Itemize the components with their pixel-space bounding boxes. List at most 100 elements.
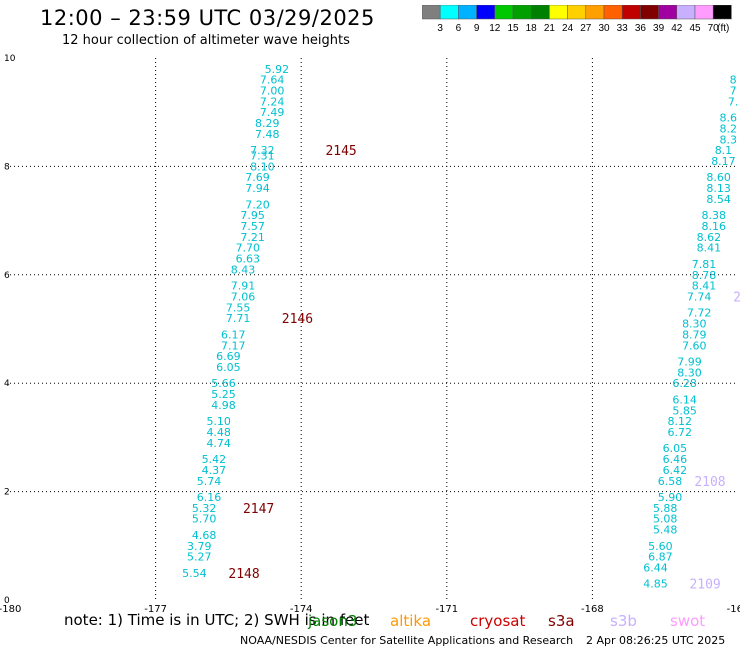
colorbar-label: 12 [489, 23, 501, 34]
swh-value-label: 7.06 [231, 290, 256, 303]
swh-value-label: 8.13 [706, 182, 731, 195]
swh-value-label: 5.88 [653, 502, 678, 515]
swh-value-label: 8.79 [682, 328, 707, 341]
credits-text: NOAA/NESDIS Center for Satellite Applica… [240, 634, 574, 647]
colorbar-swatch [676, 5, 696, 20]
y-tick-label: 10 [4, 54, 16, 64]
colorbar-swatch [640, 5, 659, 20]
y-tick-label: 4 [4, 379, 10, 389]
legend-item-s3b: s3b [610, 612, 637, 630]
swh-value-label: 5.42 [202, 453, 227, 466]
swh-value-label: 5.27 [187, 551, 212, 564]
swh-value-label: 7.70 [236, 242, 261, 255]
axis-ticks: -180 -177 -174 -171 -168 -165 0 2 4 6 8 10 [0, 54, 740, 615]
swh-value-label: 7.69 [245, 171, 270, 184]
swh-value-label: 6.17 [221, 328, 246, 341]
legend-item-jason3: jason3 [308, 612, 358, 630]
swh-value-label: 8.43 [231, 263, 256, 276]
swh-value-label: 5.85 [672, 404, 697, 417]
swh-value-label: 7.60 [682, 339, 707, 352]
y-tick-label: 2 [4, 488, 10, 498]
colorbar-label: 36 [635, 23, 647, 34]
swh-value-label: 4.37 [202, 464, 227, 477]
colorbar-swatch [621, 5, 641, 20]
legend-item-cryosat: cryosat [470, 612, 526, 630]
x-tick-label: -174 [290, 604, 313, 615]
footer-note: note: 1) Time is in UTC; 2) SWH is in fe… [64, 611, 370, 629]
swh-value-label: 5.70 [192, 513, 217, 526]
time-label: 2145 [325, 144, 356, 159]
colorbar-swatch [549, 5, 568, 20]
swh-value-label: 8.6 [720, 112, 738, 125]
swh-value-label: 7.94 [245, 182, 270, 195]
generated-timestamp: 2 Apr 08:26:25 UTC 2025 [586, 634, 726, 647]
swh-value-label: 3.79 [187, 540, 212, 553]
swh-value-label: 7.81 [692, 258, 717, 271]
colorbar-swatch [658, 5, 678, 20]
swh-value-label: 8.38 [701, 209, 726, 222]
swh-value-label: 5.74 [197, 475, 222, 488]
colorbar-swatch [585, 5, 605, 20]
colorbar-label: 33 [617, 23, 629, 34]
swh-value-label: 7.71 [226, 312, 251, 325]
colorbar-swatch [458, 5, 477, 20]
swh-value-label: 8.12 [668, 415, 693, 428]
colorbar-label: 9 [474, 23, 480, 34]
x-tick-label: -165 [727, 604, 740, 615]
swh-value-label: 8.30 [677, 366, 702, 379]
swh-value-label: 7.49 [260, 106, 285, 119]
swh-value-label: 5.32 [192, 502, 217, 515]
colorbar-swatch [439, 5, 459, 20]
plot-grid [10, 58, 738, 600]
swh-value-label: 5.48 [653, 524, 678, 537]
colorbar-label: 42 [671, 23, 683, 34]
swh-value-label: 8.16 [701, 220, 726, 233]
x-tick-label: -168 [581, 604, 604, 615]
swh-value-label: 7.91 [231, 280, 256, 293]
swh-value-label: 8.17 [711, 155, 736, 168]
swh-value-label: 8.62 [697, 231, 722, 244]
colorbar-label: 6 [456, 23, 462, 34]
swh-value-label: 5.08 [653, 513, 678, 526]
swh-value-label: 6.05 [663, 442, 688, 455]
swh-value-label: 8.41 [692, 280, 717, 293]
colorbar-swatch [603, 5, 623, 20]
swh-value-label: 8.30 [682, 318, 707, 331]
swh-value-label: 7.00 [260, 85, 285, 98]
swh-value-label: 8.3 [720, 133, 738, 146]
swh-value-label: 6.42 [663, 464, 688, 477]
colorbar-unit: (ft) [717, 23, 729, 34]
colorbar-label: 18 [526, 23, 538, 34]
page-title: 12:00 – 23:59 UTC 03/29/2025 [40, 6, 375, 30]
colorbar-label: 30 [598, 23, 610, 34]
swh-value-label: 8 [730, 74, 737, 87]
swh-value-label: 8.10 [250, 160, 275, 173]
swh-value-label: 8.60 [706, 171, 731, 184]
y-tick-label: 6 [4, 271, 10, 281]
colorbar-swatch [694, 5, 714, 20]
swh-value-label: 6.63 [236, 253, 261, 266]
swh-value-label: 6.05 [216, 361, 241, 374]
swh-value-label: 4.98 [211, 399, 236, 412]
swh-value-label: 7.55 [226, 301, 251, 314]
x-tick-label: -171 [435, 604, 458, 615]
x-tick-label: -177 [144, 604, 167, 615]
colorbar-label: 39 [653, 23, 665, 34]
colorbar-label: 21 [544, 23, 556, 34]
time-label: 2146 [282, 312, 313, 327]
time-label: 2147 [243, 502, 274, 517]
swh-value-label: 7.74 [687, 290, 712, 303]
swh-value-label: 5.90 [658, 491, 683, 504]
color-scale-bar: 3 6 9 12 15 18 21 24 27 30 33 36 39 42 45 70(ft) [422, 5, 732, 34]
swh-value-label: 7. [728, 95, 739, 108]
swh-value-label: 7.24 [260, 95, 285, 108]
swh-value-label: 6.58 [658, 475, 683, 488]
legend-item-altika: altika [390, 612, 432, 630]
swh-value-label: 6.87 [648, 551, 673, 564]
swh-value-label: 5.10 [206, 415, 231, 428]
swh-value-label: 4.48 [206, 426, 231, 439]
swh-value-label: 4.74 [206, 437, 231, 450]
swh-value-label: 7.48 [255, 128, 280, 141]
colorbar-swatch [512, 5, 532, 20]
swh-value-label: 7.31 [250, 150, 275, 163]
